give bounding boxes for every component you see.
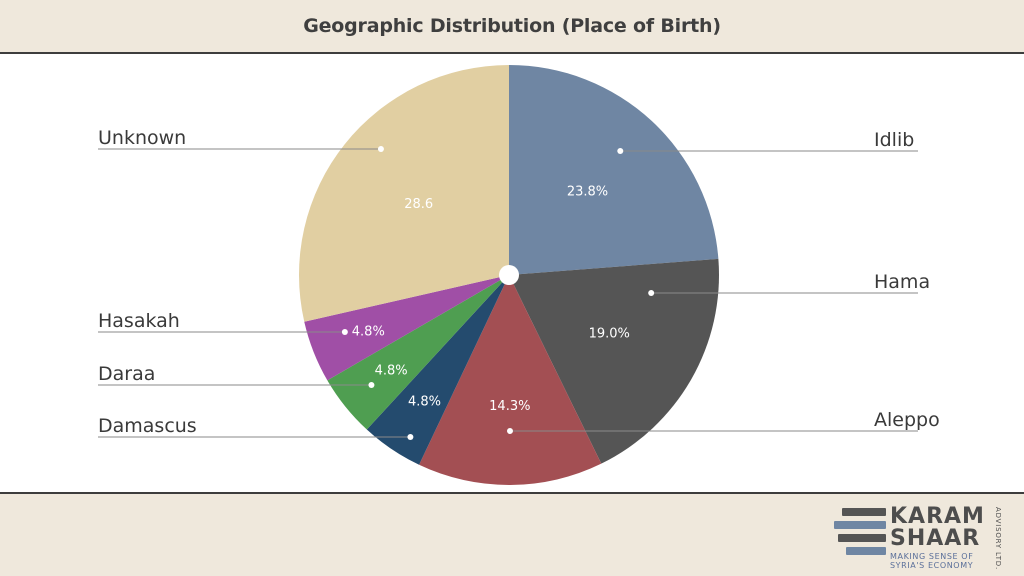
chart-area: 23.8% Idlib 19.0% Hama 14.3% Aleppo 4.8% Damasc…: [0, 54, 1024, 494]
pie-slice-aleppo: [419, 275, 602, 485]
leader-dot-hasakah: [341, 329, 348, 335]
pie-slice-hasakah: [304, 275, 509, 381]
logo-bar: [846, 547, 886, 555]
logo-advisory-text: ADVISORY LTD.: [994, 507, 1002, 571]
leader-dot-hama: [648, 290, 655, 296]
pie-slice-damascus: [366, 275, 509, 465]
pie-slice-hama: [509, 258, 719, 464]
value-label-idlib: 23.8%: [567, 184, 608, 199]
leader-dot-damascus: [407, 434, 414, 440]
value-label-unknown: 28.6: [404, 197, 433, 212]
pie-slice-idlib: [509, 65, 719, 275]
pie-slices: [298, 65, 719, 485]
pie-center-dot: [499, 265, 519, 285]
category-label-idlib: Idlib: [874, 129, 914, 151]
logo-bar: [838, 534, 886, 542]
category-label-hasakah: Hasakah: [98, 310, 180, 332]
value-label-hasakah: 4.8%: [352, 324, 385, 339]
logo-word-shaar: SHAAR: [890, 526, 981, 551]
category-label-unknown: Unknown: [98, 127, 186, 149]
logo-word-karam: KARAM: [890, 504, 985, 529]
logo-tagline-2: SYRIA'S ECONOMY: [890, 561, 974, 570]
pie-labels: 23.8% Idlib 19.0% Hama 14.3% Aleppo 4.8% Damasc…: [98, 127, 940, 440]
chart-title: Geographic Distribution (Place of Birth): [303, 15, 721, 37]
value-label-damascus: 4.8%: [408, 394, 441, 409]
logo-bar: [834, 521, 886, 529]
category-label-hama: Hama: [874, 271, 930, 293]
leader-dot-daraa: [368, 382, 375, 388]
logo-tagline-1: MAKING SENSE OF: [890, 552, 974, 561]
value-label-daraa: 4.8%: [375, 364, 408, 379]
logo-bar: [842, 508, 886, 516]
pie-slice-unknown: [298, 65, 509, 322]
leader-dot-unknown: [377, 146, 384, 152]
karam-shaar-logo: KARAM SHAAR MAKING SENSE OF SYRIA'S ECON…: [832, 505, 1012, 571]
category-label-daraa: Daraa: [98, 363, 155, 385]
title-bar: Geographic Distribution (Place of Birth): [0, 0, 1024, 54]
leader-dot-idlib: [617, 148, 624, 154]
category-label-damascus: Damascus: [98, 415, 197, 437]
leader-dot-aleppo: [506, 428, 513, 434]
value-label-hama: 19.0%: [589, 326, 630, 341]
pie-chart: 23.8% Idlib 19.0% Hama 14.3% Aleppo 4.8% Damasc…: [98, 65, 940, 485]
category-label-aleppo: Aleppo: [874, 409, 940, 431]
pie-slice-daraa: [327, 275, 509, 430]
value-label-aleppo: 14.3%: [489, 399, 530, 414]
